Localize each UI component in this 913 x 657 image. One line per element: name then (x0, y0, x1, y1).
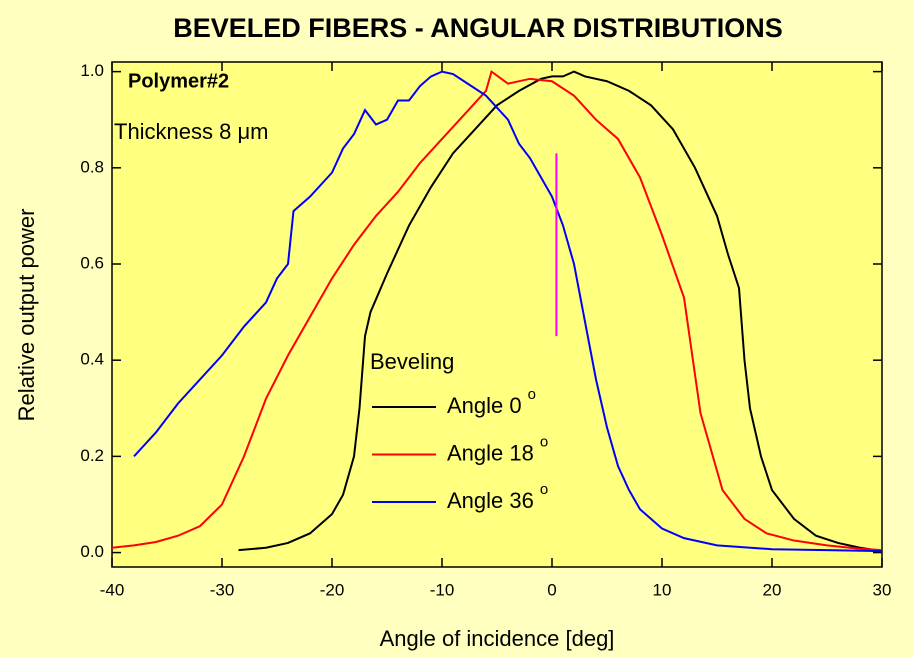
y-tick-label: 0.6 (80, 253, 104, 272)
legend-label: Angle 0 (447, 393, 522, 418)
legend-label: Angle 36 (447, 488, 534, 513)
series-line (133, 70, 883, 553)
x-tick-label: 30 (873, 580, 892, 599)
plot-area (111, 61, 883, 568)
y-axis-label: Relative output power (14, 209, 39, 422)
annotation: Thickness 8 μm (114, 119, 269, 144)
x-tick-label: -10 (430, 580, 455, 599)
annotation: Polymer#2 (128, 70, 229, 92)
x-tick-label: -20 (320, 580, 345, 599)
legend-superscript: o (540, 433, 548, 450)
x-tick-label: 10 (653, 580, 672, 599)
chart-title: BEVELED FIBERS - ANGULAR DISTRIBUTIONS (173, 13, 783, 43)
y-tick-label: 0.4 (80, 350, 104, 369)
series-line (111, 69, 883, 552)
x-axis-label: Angle of incidence [deg] (380, 626, 615, 651)
legend-superscript: o (528, 386, 536, 403)
x-tick-label: 0 (547, 580, 556, 599)
y-tick-label: 1.0 (80, 61, 104, 80)
x-tick-label: 20 (763, 580, 782, 599)
legend-title: Beveling (370, 349, 454, 374)
x-tick-label: -30 (210, 580, 235, 599)
x-tick-label: -40 (100, 580, 125, 599)
legend-superscript: o (540, 481, 548, 498)
y-tick-label: 0.8 (80, 157, 104, 176)
series-line (238, 70, 883, 553)
y-tick-label: 0.0 (80, 542, 104, 561)
legend-label: Angle 18 (447, 440, 534, 465)
y-tick-label: 0.2 (80, 446, 104, 465)
